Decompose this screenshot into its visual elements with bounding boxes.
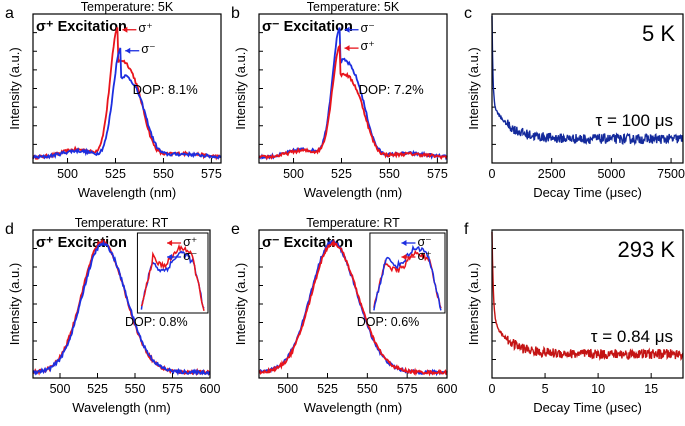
x-tick-label: 600 xyxy=(437,382,458,396)
arrow-head xyxy=(122,26,128,33)
x-tick-label: 15 xyxy=(644,382,658,396)
arrow-head xyxy=(167,254,173,260)
x-tick-label: 500 xyxy=(50,382,71,396)
panel-letter: c xyxy=(464,5,472,22)
x-axis-label: Wavelength (nm) xyxy=(304,400,403,415)
panel-letter: e xyxy=(231,221,240,238)
x-tick-label: 575 xyxy=(427,167,448,181)
panel-title: Temperature: 5K xyxy=(307,0,400,14)
temperature-label: 293 K xyxy=(618,237,676,262)
panel-title: Temperature: 5K xyxy=(81,0,174,14)
x-tick-label: 500 xyxy=(277,382,298,396)
excitation-label: σ⁻ Excitation xyxy=(262,19,353,35)
x-axis-label: Decay Time (μsec) xyxy=(533,400,642,415)
arrow-head xyxy=(344,26,350,33)
legend-label: σ⁺ xyxy=(361,39,375,53)
x-tick-label: 5 xyxy=(542,382,549,396)
excitation-label: σ⁺ Excitation xyxy=(36,235,127,251)
x-tick-label: 10 xyxy=(591,382,605,396)
x-tick-label: 550 xyxy=(379,167,400,181)
legend-label: σ⁻ xyxy=(141,42,155,56)
x-tick-label: 500 xyxy=(57,167,78,181)
legend-label: σ⁻ xyxy=(417,235,431,249)
x-tick-label: 0 xyxy=(489,167,496,181)
legend-label: σ⁻ xyxy=(183,249,197,263)
inset-series-line xyxy=(373,244,442,311)
series-sigma-plus-line xyxy=(258,43,448,161)
dop-value: DOP: 0.8% xyxy=(125,315,188,329)
x-axis-label: Wavelength (nm) xyxy=(72,400,171,415)
x-tick-label: 0 xyxy=(489,382,496,396)
inset: σ⁻σ⁺ xyxy=(369,232,446,314)
panel-b: b Intensity (a.u.) Wavelength (nm)500 525 55… xyxy=(231,0,448,200)
decay-series-line xyxy=(491,15,684,146)
x-tick-label: 575 xyxy=(201,167,222,181)
legend-label: σ⁺ xyxy=(183,235,197,249)
plot-frame xyxy=(32,229,211,379)
x-tick-label: 525 xyxy=(105,167,126,181)
y-axis-label: Intensity (a.u.) xyxy=(466,47,481,129)
x-tick-label: 550 xyxy=(357,382,378,396)
panel-letter: a xyxy=(5,5,14,22)
x-tick-label: 575 xyxy=(162,382,183,396)
x-tick-label: 525 xyxy=(317,382,338,396)
y-axis-label: Intensity (a.u.) xyxy=(233,263,248,345)
x-tick-label: 500 xyxy=(283,167,304,181)
panel-letter: f xyxy=(464,221,469,238)
dop-value: DOP: 7.2% xyxy=(359,82,424,97)
panel-e: e Intensity (a.u.) Wavelength (nm) 500 525 55… xyxy=(231,216,457,415)
x-axis-label: Wavelength (nm) xyxy=(304,185,403,200)
y-axis-label: Intensity (a.u.) xyxy=(466,263,481,345)
panel-a: a Intensity (a.u.) Wavelength (nm)500 525 55… xyxy=(5,0,222,200)
arrow-head xyxy=(125,47,131,54)
series-sigma-minus-line xyxy=(32,47,222,160)
legend-label: σ⁺ xyxy=(138,21,152,35)
x-tick-label: 525 xyxy=(331,167,352,181)
y-axis-label: Intensity (a.u.) xyxy=(7,263,22,345)
dop-value: DOP: 8.1% xyxy=(133,82,198,97)
arrow-head xyxy=(167,240,173,246)
x-tick-label: 550 xyxy=(153,167,174,181)
excitation-label: σ⁺ Excitation xyxy=(36,19,127,35)
arrow-head xyxy=(401,254,407,260)
panel-letter: d xyxy=(5,221,14,238)
arrow-head xyxy=(344,45,350,52)
legend-label: σ⁻ xyxy=(361,21,375,35)
x-tick-label: 7500 xyxy=(657,167,685,181)
legend-label: σ⁺ xyxy=(417,249,431,263)
x-tick-label: 550 xyxy=(125,382,146,396)
plot-frame xyxy=(258,229,448,379)
y-axis-label: Intensity (a.u.) xyxy=(7,47,22,129)
excitation-label: σ⁻ Excitation xyxy=(262,235,353,251)
x-tick-label: 600 xyxy=(200,382,221,396)
panel-title: Temperature: RT xyxy=(306,216,400,230)
panel-letter: b xyxy=(231,5,240,22)
lifetime-value: τ = 100 μs xyxy=(596,111,673,130)
plot-frame xyxy=(258,13,448,164)
x-tick-label: 5000 xyxy=(597,167,625,181)
plot-frame xyxy=(491,229,684,379)
dop-value: DOP: 0.6% xyxy=(357,315,420,329)
x-tick-label: 525 xyxy=(87,382,108,396)
panel-c: c Intensity (a.u.) Decay Time (μsec) 0 2500 5… xyxy=(464,5,685,200)
x-tick-label: 2500 xyxy=(538,167,566,181)
panel-f: f Intensity (a.u.) Decay Time (μsec) 0 5 10 15… xyxy=(464,221,684,415)
arrow-head xyxy=(401,240,407,246)
x-axis-label: Wavelength (nm) xyxy=(78,185,177,200)
lifetime-value: τ = 0.84 μs xyxy=(591,327,673,346)
series-sigma-minus-line xyxy=(32,240,211,376)
inset: σ⁺σ⁻ xyxy=(136,232,209,314)
series-sigma-plus-line xyxy=(258,238,448,377)
panel-title: Temperature: RT xyxy=(75,216,169,230)
temperature-label: 5 K xyxy=(642,21,675,46)
x-axis-label: Decay Time (μsec) xyxy=(533,185,642,200)
decay-series-line xyxy=(491,231,684,362)
plot-frame xyxy=(491,13,684,164)
panel-d: d Intensity (a.u.) Wavelength (nm)500 525 55… xyxy=(5,216,220,415)
x-tick-label: 575 xyxy=(397,382,418,396)
y-axis-label: Intensity (a.u.) xyxy=(233,47,248,129)
plot-frame xyxy=(32,13,222,164)
